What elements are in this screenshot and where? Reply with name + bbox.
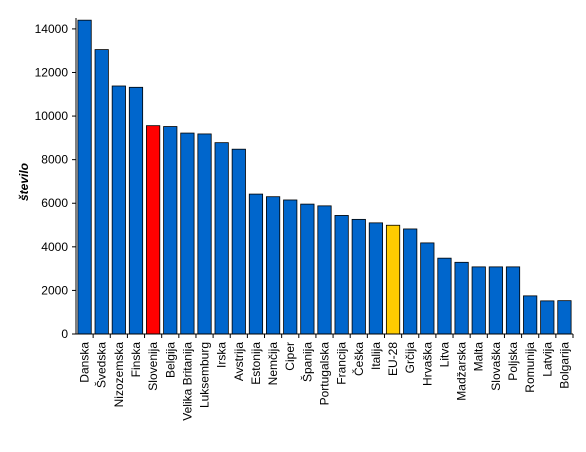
x-tick-label: Bolgarija xyxy=(557,342,571,389)
bar-litva xyxy=(437,257,452,335)
y-axis: 0 2000 4000 6000 8000 10000 12000 14000 xyxy=(35,18,77,341)
y-tick-label: 10000 xyxy=(35,109,69,123)
bar-avstrija xyxy=(231,148,246,335)
y-axis-label: število xyxy=(17,163,31,201)
x-axis: Danska Švedska Nizozemska Finska Slovenija Be… xyxy=(76,333,574,421)
x-tick-label: Nemčija xyxy=(266,342,280,386)
x-tick-label: Avstrija xyxy=(232,342,246,381)
bar-slovaška xyxy=(488,266,503,335)
bar-nemčija xyxy=(266,196,281,335)
bar-grčija xyxy=(403,228,418,335)
x-tick-label: Estonija xyxy=(249,342,263,385)
x-tick-label: Irska xyxy=(215,342,229,368)
x-tick-label: Hrvaška xyxy=(420,342,434,386)
bar-madžarska xyxy=(454,261,469,335)
bar-španija xyxy=(300,203,315,335)
y-tick-label: 6000 xyxy=(41,196,68,210)
bar-danska xyxy=(77,19,92,335)
y-tick-label: 4000 xyxy=(41,240,68,254)
x-tick-label: Velika Britanija xyxy=(180,342,194,421)
bar-estonija xyxy=(248,193,264,335)
x-tick-label: Slovaška xyxy=(489,342,503,391)
bar-nizozemska xyxy=(111,85,126,335)
bar-latvija xyxy=(540,300,555,335)
bar-malta xyxy=(471,266,486,335)
bar-češka xyxy=(351,218,366,335)
y-tick-label: 8000 xyxy=(41,153,68,167)
x-tick-label: Portugalska xyxy=(318,342,332,406)
x-tick-label: Danska xyxy=(78,342,92,383)
bar-romunija xyxy=(523,295,538,335)
x-tick-label: Malta xyxy=(472,342,486,372)
bar-italija xyxy=(368,222,383,335)
x-tick-label: Poljska xyxy=(506,342,520,381)
bar-hrvaška xyxy=(420,242,435,335)
x-tick-label: Slovenija xyxy=(146,342,160,391)
bar-bolgarija xyxy=(557,300,572,335)
x-tick-label: Češka xyxy=(351,342,366,376)
x-tick-label: Luksemburg xyxy=(198,342,212,408)
bar-velika-britanija xyxy=(180,132,195,335)
x-tick-label: Italija xyxy=(369,342,383,370)
x-tick-label: Litva xyxy=(437,342,451,368)
bar-irska xyxy=(214,142,229,335)
x-tick-label: Nizozemska xyxy=(112,342,126,408)
x-tick-label: Latvija xyxy=(540,342,554,377)
x-tick-label: Romunija xyxy=(523,342,537,393)
bar-ciper xyxy=(283,199,298,335)
y-tick-label: 0 xyxy=(61,327,68,341)
bar-švedska xyxy=(94,49,109,335)
x-tick-label: Belgija xyxy=(163,342,177,378)
bar-belgija xyxy=(163,126,178,335)
bar-luksemburg xyxy=(197,133,212,335)
x-tick-label: EU-28 xyxy=(386,342,400,376)
x-tick-label: Grčija xyxy=(403,342,417,374)
x-tick-label: Švedska xyxy=(94,342,109,388)
bar-poljska xyxy=(505,266,521,335)
bar-eu-28 xyxy=(385,224,401,335)
x-tick-label: Madžarska xyxy=(455,342,469,401)
x-tick-label: Ciper xyxy=(283,342,297,371)
x-tick-label: Francija xyxy=(335,342,349,385)
bar-portugalska xyxy=(317,205,332,335)
y-tick-label: 12000 xyxy=(35,65,69,79)
bar-slovenija xyxy=(146,125,161,335)
y-tick-label: 2000 xyxy=(41,283,68,297)
bar-finska xyxy=(128,86,144,335)
bar-francija xyxy=(334,215,349,335)
x-tick-label: Finska xyxy=(129,342,143,378)
x-tick-label: Španija xyxy=(299,342,314,382)
bars xyxy=(77,19,572,335)
y-tick-label: 14000 xyxy=(35,22,69,36)
